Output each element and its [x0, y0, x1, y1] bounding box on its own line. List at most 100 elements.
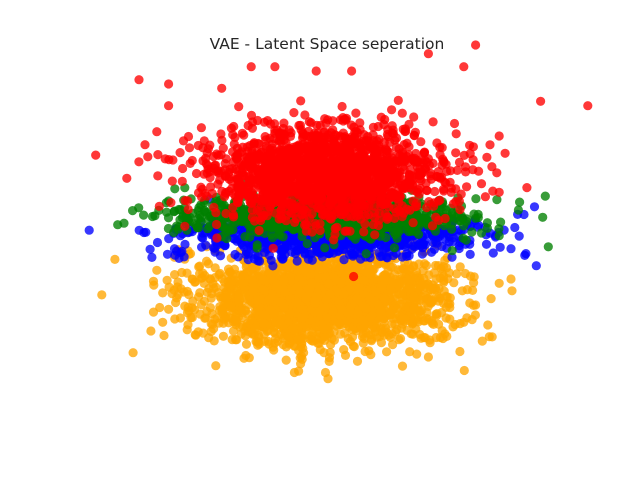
scatter-point — [222, 234, 232, 244]
scatter-point — [392, 233, 402, 243]
scatter-point-outlier — [128, 348, 138, 358]
scatter-point — [507, 286, 517, 296]
scatter-point-outlier — [488, 248, 498, 258]
scatter-point — [173, 277, 183, 287]
scatter-point — [388, 340, 398, 350]
scatter-point — [379, 293, 389, 303]
scatter-point — [213, 288, 223, 298]
scatter-point — [338, 240, 348, 250]
scatter-point — [267, 230, 277, 240]
scatter-point — [401, 234, 411, 244]
scatter-point-outlier — [494, 231, 504, 241]
scatter-point — [262, 326, 272, 336]
scatter-point — [293, 266, 303, 276]
scatter-point — [220, 241, 230, 251]
scatter-point — [240, 305, 250, 315]
scatter-point — [378, 314, 389, 324]
scatter-point — [340, 272, 351, 282]
scatter-point — [119, 218, 129, 228]
scatter-point-outlier — [441, 313, 451, 323]
scatter-point — [252, 337, 262, 347]
scatter-point — [427, 316, 437, 326]
scatter-point — [437, 241, 447, 252]
scatter-point — [277, 254, 288, 264]
scatter-point — [234, 297, 244, 307]
scatter-point — [289, 367, 299, 378]
scatter-point — [339, 289, 349, 299]
scatter-point — [218, 331, 228, 341]
scatter-point — [400, 314, 410, 324]
scatter-point — [253, 256, 263, 266]
scatter-point — [438, 333, 448, 344]
scatter-point — [155, 302, 165, 313]
scatter-point — [240, 286, 250, 296]
scatter-point — [465, 249, 475, 259]
scatter-point — [206, 319, 216, 329]
scatter-point — [467, 227, 477, 237]
scatter-point — [447, 246, 457, 256]
scatter-point — [320, 243, 330, 253]
scatter-point — [217, 274, 227, 284]
scatter-point — [252, 296, 263, 306]
scatter-point-outlier — [412, 209, 422, 219]
scatter-point — [268, 261, 278, 271]
scatter-point — [432, 309, 442, 319]
scatter-point-outlier — [169, 244, 180, 254]
scatter-point — [280, 244, 290, 254]
scatter-point — [246, 315, 256, 325]
scatter-point — [226, 289, 236, 299]
scatter-point — [247, 275, 257, 285]
scatter-point — [444, 268, 454, 278]
scatter-point — [210, 273, 220, 283]
scatter-point — [217, 306, 227, 316]
scatter-point — [170, 270, 180, 280]
scatter-point — [402, 325, 412, 335]
scatter-point — [404, 265, 414, 275]
scatter-point — [322, 258, 332, 268]
scatter-point — [294, 346, 304, 356]
scatter-point — [515, 197, 525, 207]
scatter-point — [305, 284, 315, 294]
scatter-point — [166, 198, 176, 208]
scatter-point-outlier — [187, 274, 197, 284]
chart-title: VAE - Latent Space seperation — [210, 35, 445, 53]
scatter-point — [259, 285, 269, 295]
scatter-point — [492, 195, 502, 205]
scatter-point — [171, 297, 181, 308]
scatter-point — [486, 294, 496, 304]
scatter-point — [382, 347, 392, 357]
scatter-point — [272, 280, 282, 290]
scatter-point — [180, 221, 190, 231]
scatter-point-outlier — [164, 304, 174, 314]
scatter-point-outlier — [482, 218, 492, 228]
scatter-series-4 — [91, 40, 593, 282]
scatter-point — [531, 261, 541, 271]
scatter-point — [387, 105, 397, 115]
scatter-point — [228, 233, 239, 244]
scatter-point — [335, 318, 345, 328]
scatter-point — [412, 349, 422, 359]
scatter-point — [139, 227, 149, 238]
scatter-point — [495, 242, 505, 252]
scatter-point — [310, 298, 320, 308]
scatter-point — [409, 292, 419, 302]
scatter-point — [378, 271, 388, 281]
scatter-point — [408, 218, 418, 228]
scatter-point — [143, 152, 153, 162]
scatter-point — [477, 336, 487, 346]
scatter-point-outlier — [323, 374, 333, 384]
scatter-point — [205, 303, 215, 313]
scatter-point — [196, 300, 206, 310]
scatter-point-outlier — [447, 252, 457, 262]
scatter-point — [128, 206, 138, 216]
scatter-point — [405, 284, 416, 294]
scatter-point — [409, 304, 419, 314]
scatter-point — [540, 191, 550, 201]
scatter-point — [337, 305, 347, 315]
scatter-point — [420, 316, 430, 326]
scatter-point — [353, 308, 363, 319]
scatter-point — [347, 325, 357, 335]
scatter-point-outlier — [152, 265, 162, 275]
scatter-point — [441, 302, 451, 312]
scatter-point — [215, 251, 226, 261]
